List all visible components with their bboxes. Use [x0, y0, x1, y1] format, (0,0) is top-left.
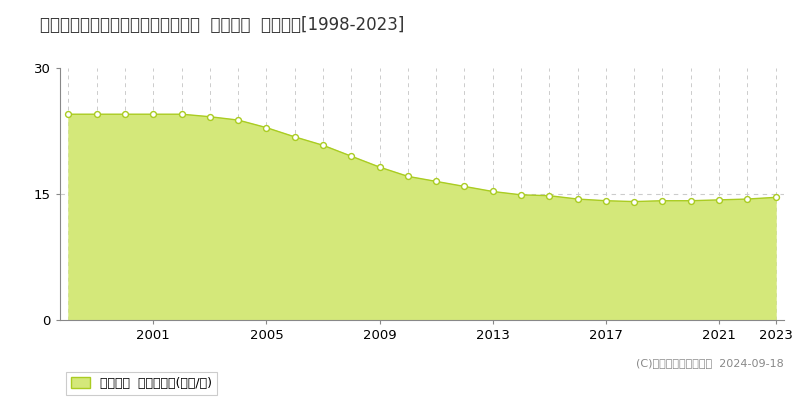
Point: [656, 198, 669, 204]
Point: [741, 196, 754, 202]
Point: [147, 111, 160, 118]
Point: [175, 111, 188, 118]
Point: [402, 173, 414, 180]
Point: [90, 111, 103, 118]
Text: 青森県八戸市高州２丁目５３番５外  公示地価  地価推移[1998-2023]: 青森県八戸市高州２丁目５３番５外 公示地価 地価推移[1998-2023]: [40, 16, 404, 34]
Legend: 公示地価  平均坪単価(万円/坪): 公示地価 平均坪単価(万円/坪): [66, 372, 217, 395]
Point: [62, 111, 75, 118]
Point: [543, 192, 556, 199]
Point: [203, 114, 216, 120]
Point: [118, 111, 131, 118]
Point: [514, 192, 527, 198]
Text: (C)土地価格ドットコム  2024-09-18: (C)土地価格ドットコム 2024-09-18: [636, 358, 784, 368]
Point: [458, 183, 471, 190]
Point: [232, 117, 245, 123]
Point: [317, 142, 330, 148]
Point: [713, 197, 726, 203]
Point: [345, 153, 358, 159]
Point: [571, 196, 584, 202]
Point: [486, 188, 499, 195]
Point: [599, 198, 612, 204]
Point: [684, 198, 697, 204]
Point: [430, 178, 442, 185]
Point: [373, 164, 386, 170]
Point: [288, 134, 301, 140]
Point: [769, 194, 782, 200]
Point: [628, 198, 641, 205]
Point: [260, 124, 273, 131]
